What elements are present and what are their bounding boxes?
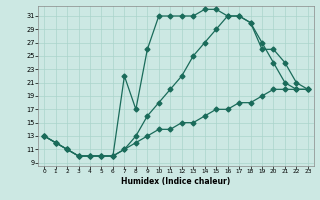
- X-axis label: Humidex (Indice chaleur): Humidex (Indice chaleur): [121, 177, 231, 186]
